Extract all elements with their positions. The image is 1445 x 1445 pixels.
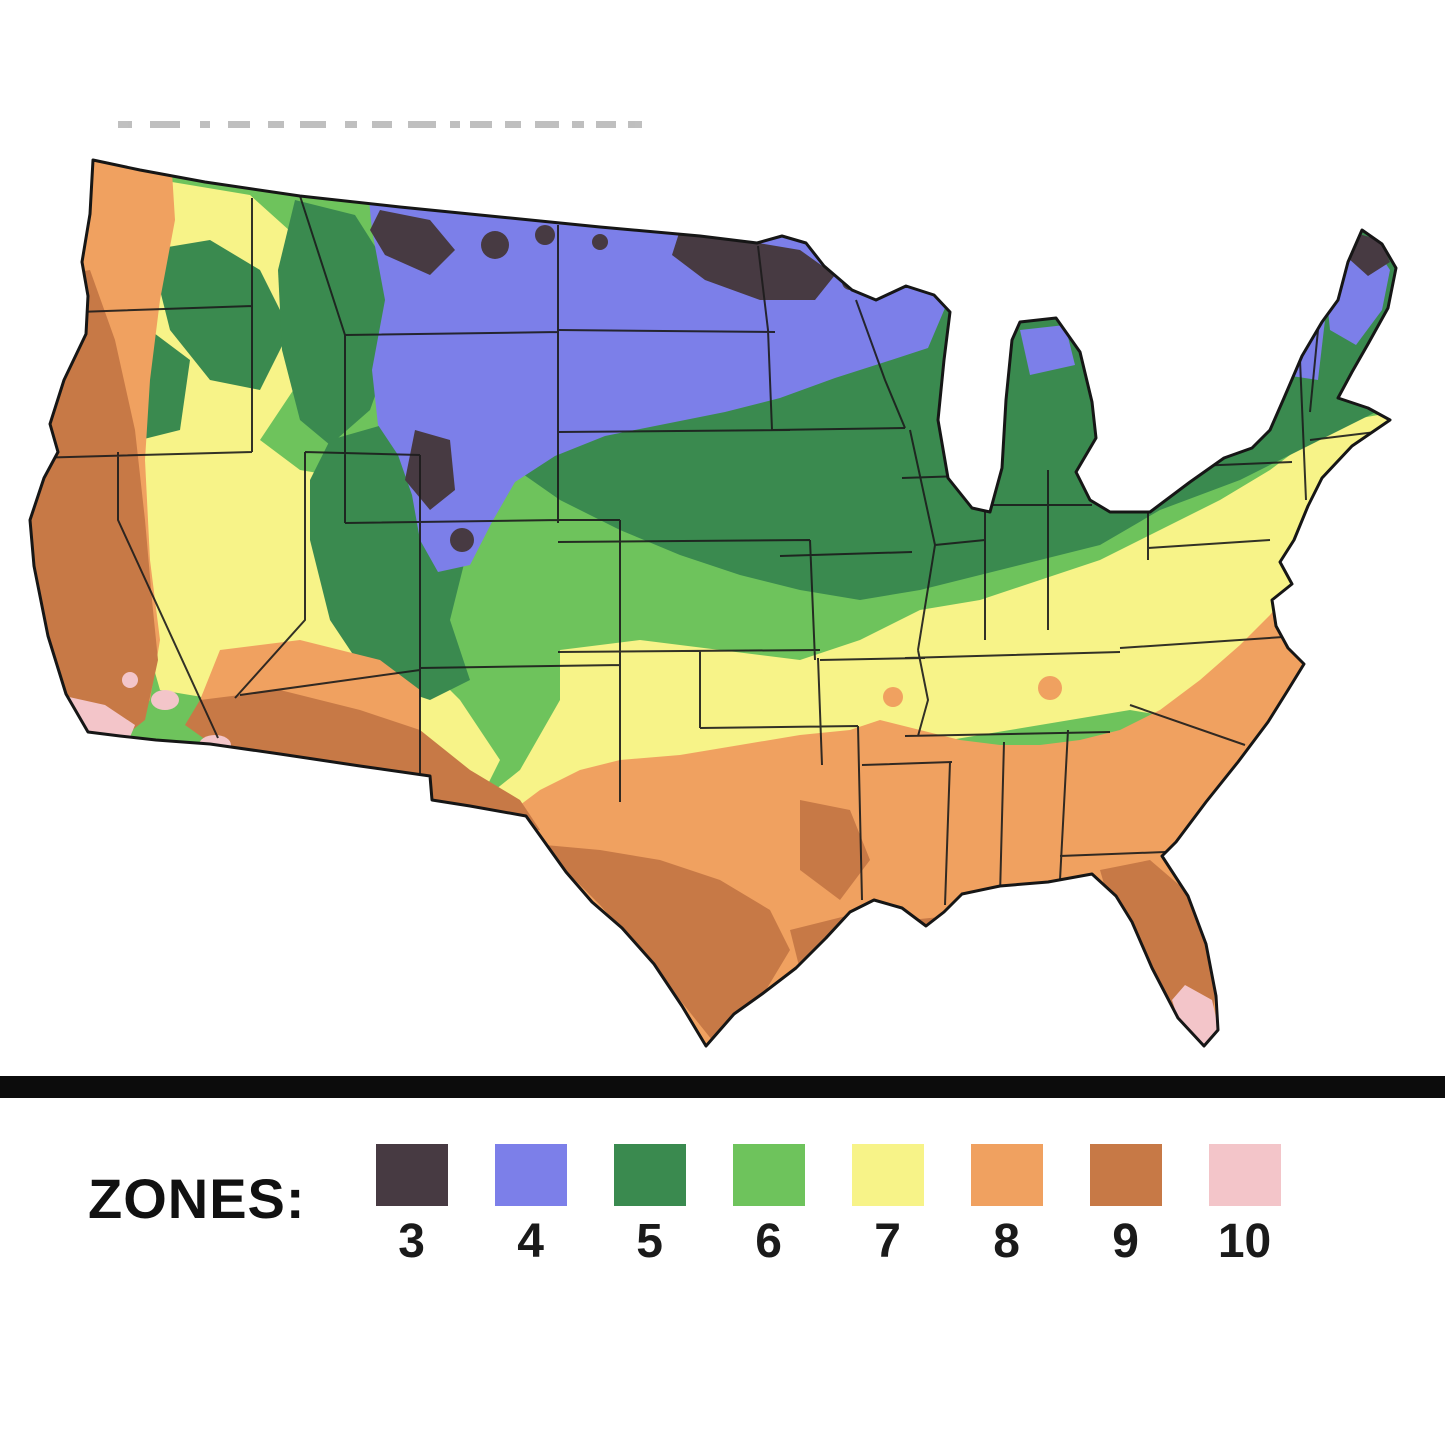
legend-swatches: 3 4 5 6 7 8 9 10: [375, 1144, 1281, 1268]
zone-3-swatch: [375, 1144, 448, 1206]
zone-7-label: 7: [874, 1215, 901, 1268]
state-borders: [31, 195, 1393, 906]
illegible-caption-marks: [118, 121, 642, 128]
zone-3-label: 3: [398, 1215, 425, 1268]
legend-item-zone-5: 5: [613, 1144, 686, 1268]
zone-6-swatch: [732, 1144, 805, 1206]
legend-item-zone-10: 10: [1208, 1144, 1281, 1268]
zone-fills: [30, 160, 1396, 1046]
legend-item-zone-9: 9: [1089, 1144, 1162, 1268]
legend-title: ZONES:: [88, 1167, 306, 1230]
zone-7-swatch: [851, 1144, 924, 1206]
zone-5-label: 5: [636, 1215, 663, 1268]
zone-9-swatch: [1089, 1144, 1162, 1206]
legend: ZONES: 3 4 5 6 7 8 9 10: [0, 1098, 1445, 1266]
legend-item-zone-4: 4: [494, 1144, 567, 1268]
legend-item-zone-7: 7: [851, 1144, 924, 1268]
zone-9-label: 9: [1112, 1215, 1139, 1268]
zone-6-label: 6: [755, 1215, 782, 1268]
zone-3-region: [370, 210, 1390, 552]
zone-10-swatch: [1208, 1144, 1281, 1206]
map-area: [28, 121, 1398, 1048]
legend-item-zone-3: 3: [375, 1144, 448, 1268]
zone-10-label: 10: [1217, 1215, 1272, 1268]
zone-8-label: 8: [993, 1215, 1020, 1268]
legend-item-zone-6: 6: [732, 1144, 805, 1268]
zone-4-label: 4: [517, 1215, 544, 1268]
legend-item-zone-8: 8: [970, 1144, 1043, 1268]
us-zone-map: [28, 121, 1398, 1048]
zone-4-swatch: [494, 1144, 567, 1206]
zone-5-swatch: [613, 1144, 686, 1206]
zone-8-swatch: [970, 1144, 1043, 1206]
divider-bar: [0, 1076, 1445, 1098]
